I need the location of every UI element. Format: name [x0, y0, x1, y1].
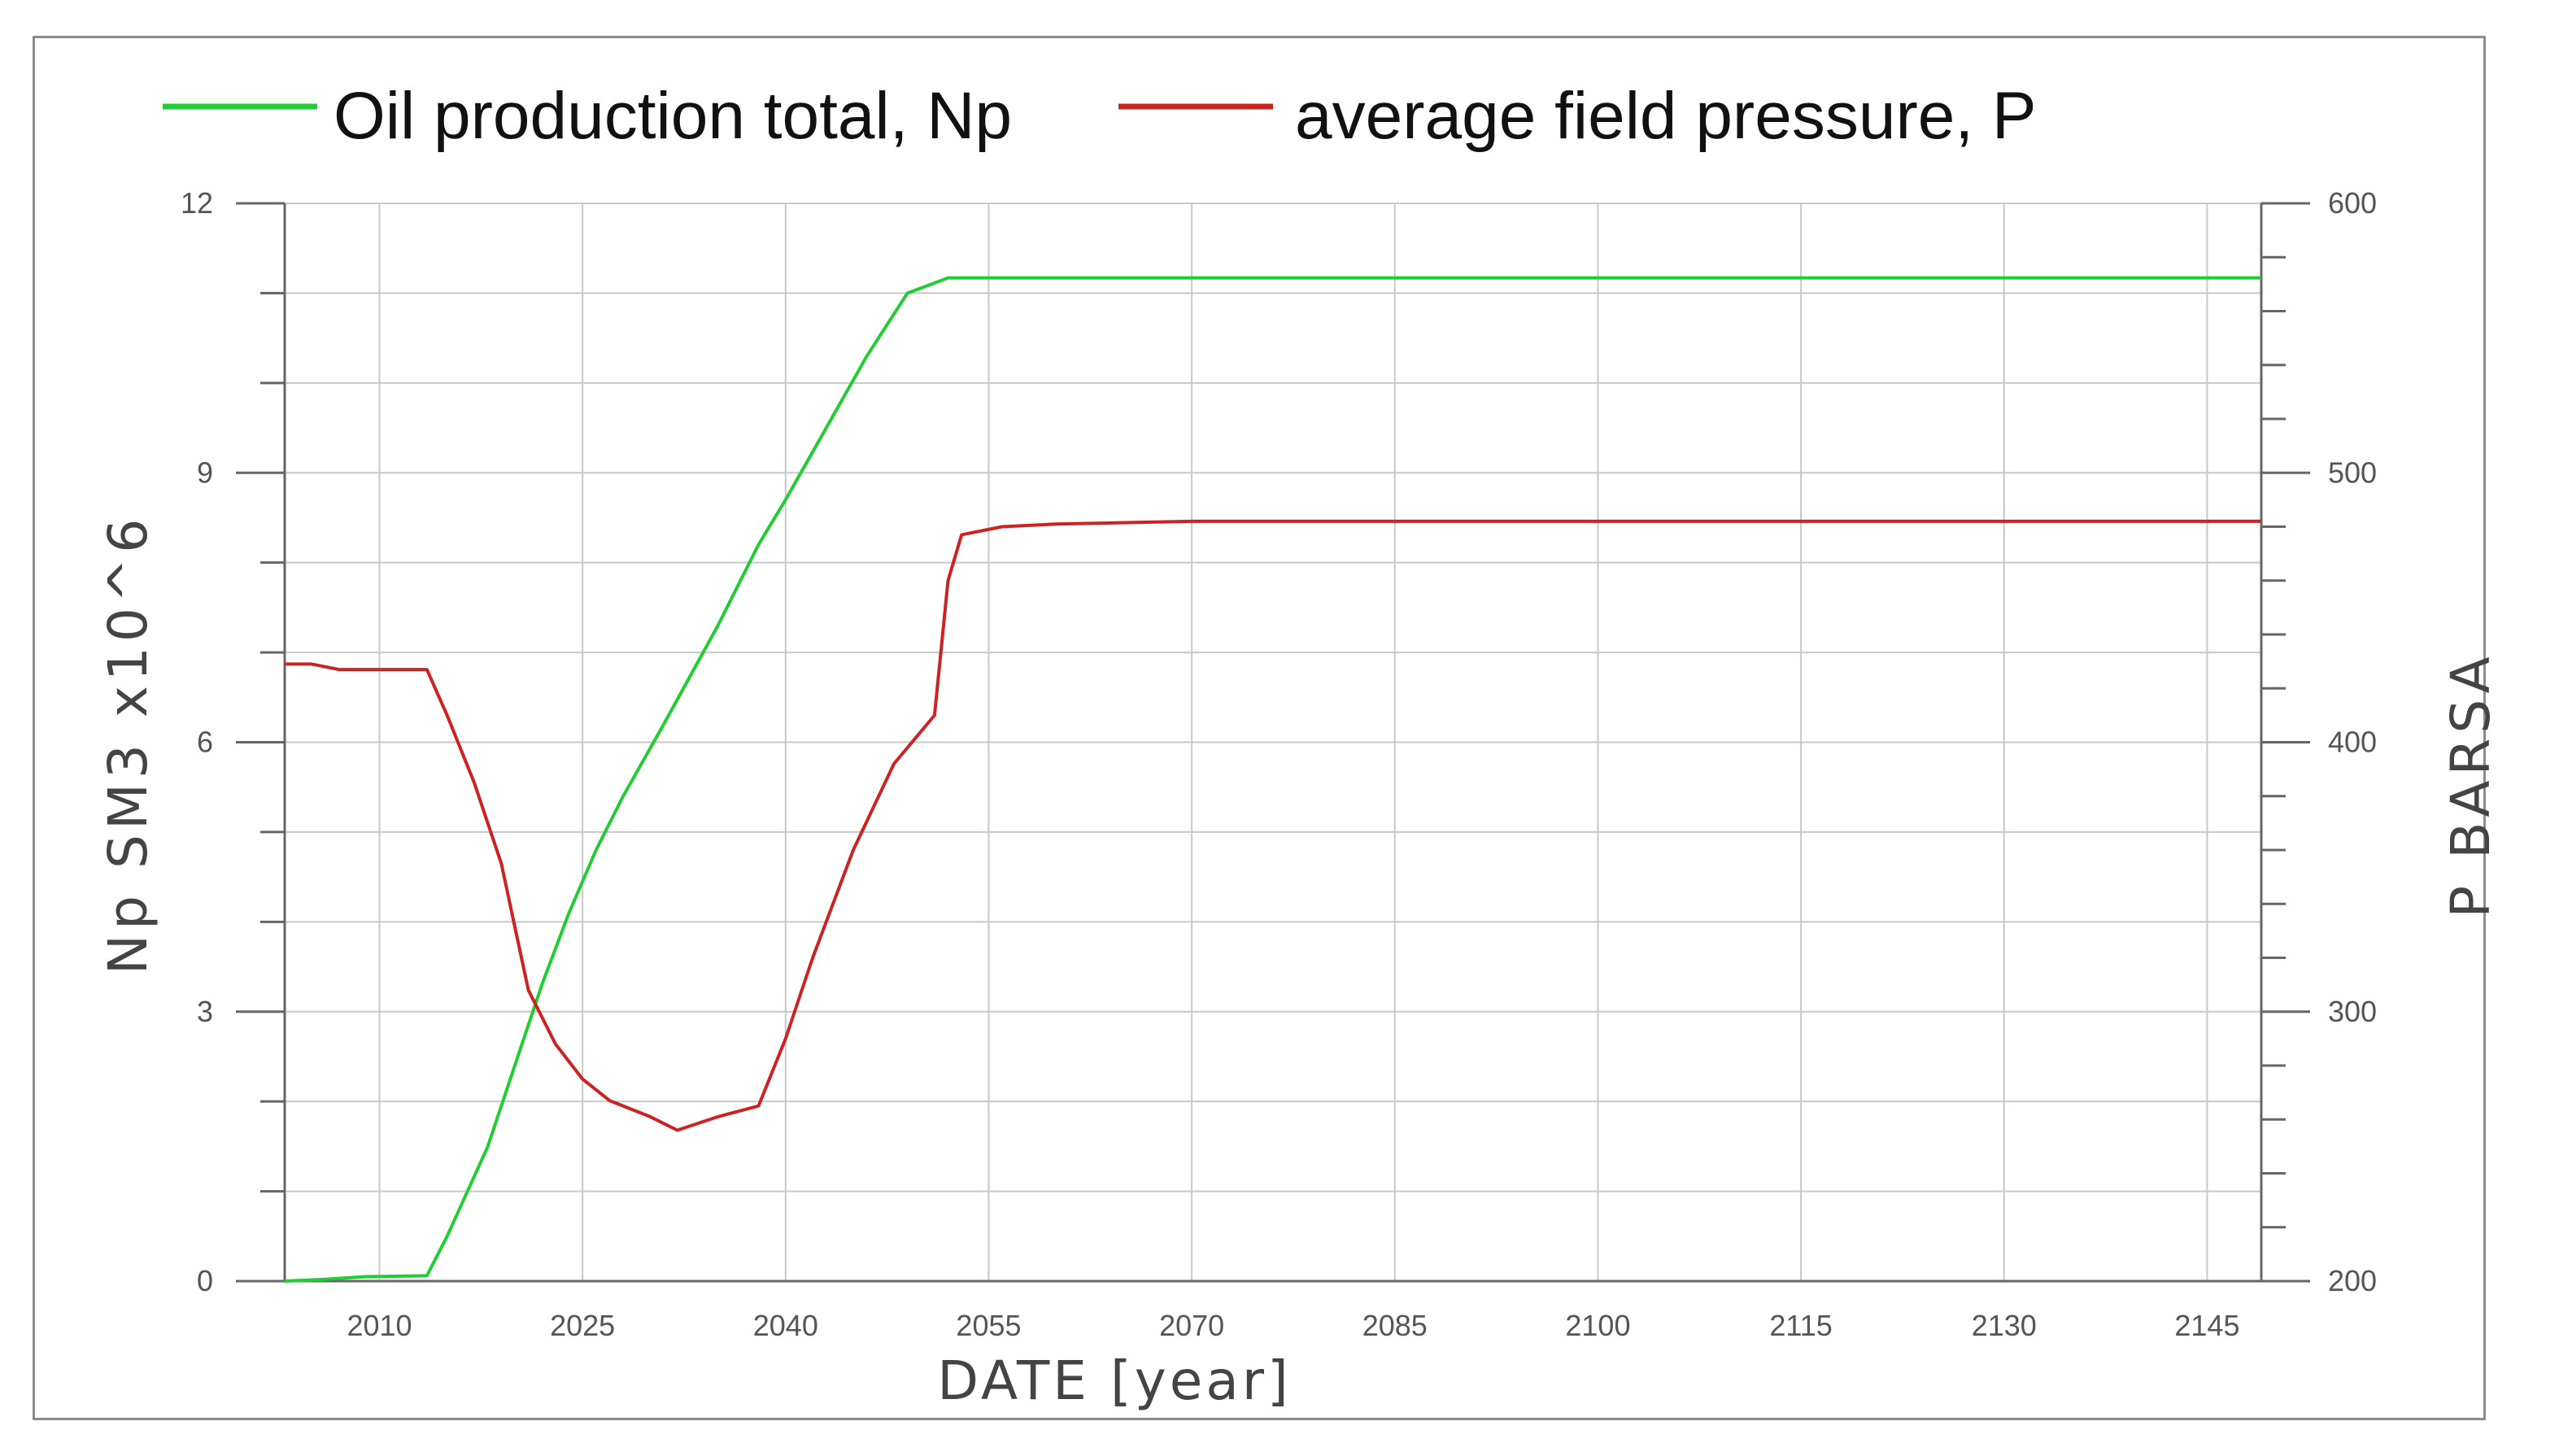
x-axis-title: DATE [year] [937, 1349, 1291, 1412]
x-tick-label: 2055 [956, 1309, 1021, 1342]
y-left-tick-label: 3 [197, 995, 213, 1028]
series-lines [284, 276, 2261, 1283]
chart-frame [33, 36, 2486, 1420]
y-right-tick-label: 600 [2328, 186, 2377, 220]
y-right-tick-label: 200 [2328, 1264, 2377, 1297]
x-tick-label: 2115 [1769, 1309, 1832, 1342]
x-tick-label: 2100 [1565, 1309, 1630, 1342]
y-left-tick-label: 9 [197, 456, 213, 489]
tick-labels: 0 3 6 9 12 200 300 400 500 600 2010 2025 2040 2055 207… [181, 186, 2377, 1342]
y-left-tick-label: 6 [197, 726, 213, 759]
y-axis-left-title: Np SM3 x10^6 [97, 514, 159, 974]
grid-lines [285, 203, 2261, 1282]
y-left-tick-label: 0 [197, 1264, 213, 1297]
x-tick-label: 2130 [1972, 1309, 2037, 1342]
x-tick-label: 2025 [550, 1309, 615, 1342]
y-right-tick-label: 300 [2328, 995, 2377, 1028]
x-tick-label: 2145 [2174, 1309, 2239, 1342]
legend: Oil production total, Np average field p… [163, 79, 2037, 153]
y-left-tick-label: 12 [181, 186, 213, 220]
x-tick-label: 2040 [753, 1309, 818, 1342]
x-tick-label: 2010 [347, 1309, 412, 1342]
legend-oil-label: Oil production total, Np [333, 79, 1012, 153]
y-axis-right-title: P BARSA [2439, 652, 2502, 918]
field-pressure-line [285, 519, 2261, 1132]
y-right-tick-label: 500 [2328, 456, 2377, 489]
oil-production-line [284, 276, 2261, 1283]
axes [236, 202, 2310, 1283]
y-right-tick-label: 400 [2328, 726, 2377, 759]
x-tick-label: 2070 [1159, 1309, 1224, 1342]
legend-pressure-label: average field pressure, P [1295, 79, 2037, 153]
x-tick-label: 2085 [1362, 1309, 1428, 1342]
